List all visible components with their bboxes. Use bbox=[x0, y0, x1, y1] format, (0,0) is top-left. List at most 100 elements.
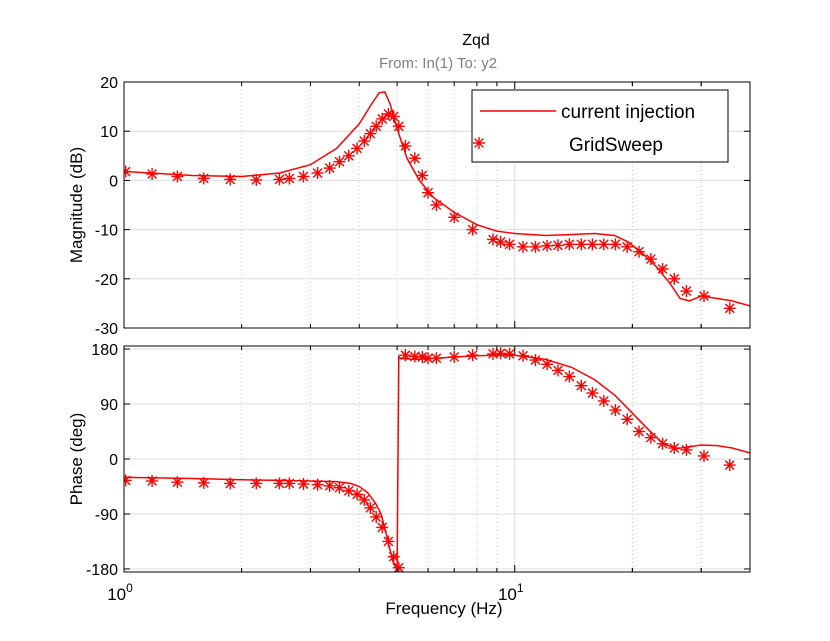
legend-label-current-injection: current injection bbox=[561, 102, 695, 123]
legend-label-gridsweep: GridSweep bbox=[569, 135, 663, 156]
phase-gridsweep-point bbox=[723, 459, 736, 472]
phase-y-axis-label: Phase (deg) bbox=[67, 413, 86, 506]
magnitude-gridsweep-point bbox=[124, 165, 132, 178]
magnitude-y-tick-label: -10 bbox=[95, 223, 118, 240]
magnitude-gridsweep-point bbox=[342, 149, 355, 162]
phase-panel: 180 90 0 -90 -180 Phase (deg) bbox=[67, 342, 751, 579]
magnitude-gridsweep-point bbox=[494, 235, 507, 248]
magnitude-y-tick-label: 10 bbox=[100, 124, 118, 141]
magnitude-gridsweep-point bbox=[723, 302, 736, 315]
phase-gridsweep-point bbox=[575, 379, 588, 392]
magnitude-series-current-injection bbox=[124, 90, 750, 307]
x-tick-label: 101 bbox=[498, 581, 524, 604]
phase-gridsweep-point bbox=[171, 476, 184, 489]
magnitude-gridsweep-point bbox=[541, 239, 554, 252]
magnitude-gridsweep-point bbox=[197, 172, 210, 185]
magnitude-gridsweep-point bbox=[283, 172, 296, 185]
phase-gridsweep-point bbox=[541, 358, 554, 371]
magnitude-gridsweep-point bbox=[422, 186, 435, 199]
phase-gridsweep-point bbox=[311, 478, 324, 491]
phase-gridsweep-point bbox=[323, 479, 336, 492]
magnitude-gridsweep-point bbox=[430, 199, 443, 211]
legend-marker-swatch bbox=[473, 137, 485, 149]
phase-gridsweep-point bbox=[529, 354, 542, 367]
phase-gridsweep-point bbox=[644, 431, 657, 444]
phase-gridsweep-point bbox=[697, 449, 710, 462]
x-axis-label: Frequency (Hz) bbox=[385, 599, 502, 618]
phase-y-tick-label: -90 bbox=[95, 507, 118, 524]
magnitude-gridsweep-point bbox=[399, 139, 412, 152]
phase-gridsweep-point bbox=[609, 404, 622, 417]
magnitude-gridsweep-point bbox=[408, 152, 421, 165]
magnitude-y-axis-label: Magnitude (dB) bbox=[67, 147, 86, 263]
magnitude-y-tick-label: 0 bbox=[109, 173, 118, 190]
magnitude-gridsweep-point bbox=[171, 170, 184, 183]
magnitude-y-tick-label: -20 bbox=[95, 272, 118, 289]
magnitude-gridsweep-point bbox=[668, 272, 681, 285]
phase-gridsweep-point bbox=[563, 370, 576, 383]
phase-gridsweep-point bbox=[333, 481, 346, 494]
phase-gridsweep-point bbox=[364, 501, 377, 514]
magnitude-gridsweep-point bbox=[586, 238, 599, 251]
magnitude-gridsweep-point bbox=[563, 238, 576, 251]
magnitude-gridsweep-point bbox=[392, 120, 405, 133]
phase-gridsweep-point bbox=[351, 488, 364, 501]
magnitude-gridsweep-point bbox=[466, 223, 479, 236]
magnitude-y-tick-label: -30 bbox=[95, 321, 118, 338]
legend: current injection GridSweep bbox=[471, 89, 729, 163]
magnitude-gridsweep-point bbox=[376, 112, 389, 125]
phase-gridsweep-point bbox=[399, 349, 412, 362]
phase-gridsweep-point bbox=[517, 349, 530, 362]
magnitude-gridsweep-point bbox=[370, 120, 383, 133]
phase-gridsweep-point bbox=[124, 474, 132, 487]
legend-box bbox=[471, 89, 729, 163]
magnitude-gridsweep-point bbox=[333, 155, 346, 168]
magnitude-series-gridsweep bbox=[124, 107, 736, 315]
phase-gridsweep-point bbox=[224, 477, 237, 490]
magnitude-gridsweep-point bbox=[250, 173, 263, 186]
phase-gridsweep-point bbox=[621, 413, 634, 426]
magnitude-y-tick-label: 20 bbox=[100, 75, 118, 92]
phase-gridsweep-point bbox=[283, 477, 296, 490]
magnitude-gridsweep-point bbox=[323, 162, 336, 175]
phase-y-tick-label: 0 bbox=[109, 452, 118, 469]
phase-gridsweep-point bbox=[448, 350, 461, 363]
magnitude-gridsweep-point bbox=[633, 245, 646, 258]
magnitude-gridsweep-point bbox=[697, 290, 710, 303]
magnitude-gridsweep-point bbox=[517, 240, 530, 253]
phase-y-tick-label: -180 bbox=[86, 562, 118, 579]
phase-gridsweep-point bbox=[597, 394, 610, 407]
phase-gridsweep-point bbox=[370, 511, 383, 524]
phase-gridsweep-point bbox=[387, 550, 400, 563]
magnitude-gridsweep-point bbox=[644, 253, 657, 266]
chart-subtitle: From: In(1) To: y2 bbox=[379, 55, 497, 72]
magnitude-gridsweep-point bbox=[273, 173, 286, 186]
phase-y-tick-label: 90 bbox=[100, 397, 118, 414]
magnitude-gridsweep-point bbox=[387, 110, 400, 123]
magnitude-gridsweep-point bbox=[656, 262, 669, 275]
phase-gridsweep-point bbox=[551, 364, 564, 377]
magnitude-gridsweep-point bbox=[551, 239, 564, 252]
magnitude-gridsweep-point bbox=[297, 170, 310, 183]
phase-gridsweep-point bbox=[297, 478, 310, 491]
magnitude-gridsweep-point bbox=[224, 173, 237, 186]
magnitude-gridsweep-point bbox=[597, 238, 610, 251]
phase-gridsweep-point bbox=[197, 476, 210, 489]
chart-title: Zqd bbox=[462, 32, 490, 49]
magnitude-gridsweep-point bbox=[311, 167, 324, 180]
phase-gridsweep-point bbox=[358, 493, 371, 506]
phase-gridsweep-point bbox=[680, 443, 693, 456]
magnitude-gridsweep-point bbox=[358, 135, 371, 148]
x-tick-label: 100 bbox=[107, 581, 133, 604]
phase-gridsweep-point bbox=[416, 350, 429, 363]
magnitude-gridsweep-point bbox=[609, 238, 622, 251]
phase-gridsweep-point bbox=[250, 477, 263, 490]
magnitude-axes-frame bbox=[123, 81, 751, 329]
legend-asterisk-marker bbox=[473, 137, 485, 149]
magnitude-gridsweep-point bbox=[448, 211, 461, 224]
phase-gridsweep-point bbox=[430, 352, 443, 365]
magnitude-gridsweep-point bbox=[680, 285, 693, 298]
magnitude-gridsweep-point bbox=[487, 233, 500, 246]
phase-series-gridsweep bbox=[124, 347, 736, 572]
